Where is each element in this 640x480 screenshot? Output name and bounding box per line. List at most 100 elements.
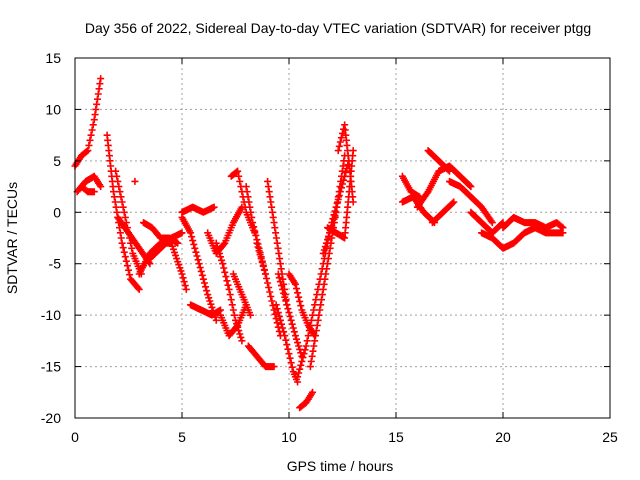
- data-point: [260, 266, 268, 274]
- x-tick-label: 20: [495, 429, 511, 445]
- data-point: [110, 193, 118, 201]
- data-point: [264, 279, 272, 287]
- data-point: [317, 301, 325, 309]
- data-point: [309, 311, 317, 319]
- data-point: [254, 243, 262, 251]
- data-point: [282, 336, 290, 344]
- data-point: [232, 316, 239, 324]
- data-point: [307, 357, 315, 365]
- data-point: [301, 346, 309, 354]
- series-pass-40: [499, 213, 567, 232]
- data-point: [246, 203, 254, 211]
- y-axis-label: SDTVAR / TECUs: [4, 182, 20, 294]
- data-point: [214, 246, 222, 254]
- data-point: [264, 183, 272, 191]
- y-tick-label: -15: [41, 359, 61, 375]
- data-point: [266, 288, 274, 296]
- data-point: [210, 203, 218, 211]
- data-point: [306, 363, 314, 371]
- data-point: [119, 244, 127, 252]
- data-point: [95, 85, 103, 93]
- data-point: [205, 294, 213, 302]
- data-point: [297, 349, 305, 357]
- data-point: [284, 305, 292, 313]
- data-point: [297, 302, 305, 310]
- data-point: [265, 284, 273, 291]
- data-point: [122, 257, 130, 265]
- data-point: [294, 373, 302, 381]
- data-point: [188, 233, 196, 241]
- data-point: [325, 232, 333, 240]
- data-point: [285, 309, 293, 317]
- data-point: [467, 183, 475, 191]
- data-point: [114, 177, 122, 185]
- data-point: [220, 240, 228, 248]
- data-point: [88, 126, 96, 134]
- data-point: [325, 249, 333, 257]
- data-point: [320, 280, 328, 288]
- data-point: [283, 301, 291, 309]
- data-point: [178, 229, 186, 237]
- data-point: [294, 289, 302, 297]
- series-pass-11: [178, 213, 220, 324]
- data-point: [268, 203, 276, 211]
- data-point: [290, 328, 298, 336]
- data-point: [112, 167, 120, 175]
- data-point: [312, 327, 320, 335]
- series-pass-39: [478, 224, 567, 252]
- data-point: [198, 271, 206, 279]
- data-point: [266, 193, 274, 201]
- data-point: [112, 203, 120, 211]
- data-point: [313, 321, 321, 329]
- series-pass-17: [229, 270, 254, 319]
- data-point: [212, 239, 220, 247]
- data-point: [219, 260, 227, 268]
- data-point: [233, 320, 241, 328]
- data-point: [263, 275, 271, 282]
- data-point: [217, 253, 225, 261]
- data-point: [257, 255, 265, 263]
- data-point: [212, 316, 220, 324]
- data-point: [196, 264, 204, 272]
- data-point: [298, 357, 306, 365]
- data-point: [311, 337, 319, 345]
- data-point: [116, 229, 124, 237]
- data-point: [282, 297, 290, 305]
- data-point: [268, 297, 276, 305]
- data-point: [189, 237, 197, 245]
- series-pass-20: [244, 342, 278, 371]
- data-point: [246, 311, 254, 319]
- data-point: [304, 332, 312, 340]
- data-point: [182, 285, 190, 293]
- data-point: [285, 350, 293, 358]
- data-point: [225, 285, 233, 293]
- data-point: [312, 332, 320, 340]
- data-point: [230, 311, 238, 319]
- data-point: [559, 224, 567, 232]
- data-point: [332, 208, 340, 216]
- data-point: [247, 208, 255, 216]
- data-point: [324, 260, 332, 268]
- data-point: [466, 182, 474, 190]
- data-point: [208, 303, 216, 311]
- data-point: [319, 285, 327, 293]
- data-point: [215, 249, 223, 257]
- data-point: [179, 274, 187, 282]
- data-point: [236, 177, 244, 185]
- chart-title: Day 356 of 2022, Sidereal Day-to-day VTE…: [85, 20, 591, 36]
- y-tick-label: -20: [41, 410, 61, 426]
- data-point: [204, 291, 212, 299]
- data-point: [295, 293, 303, 301]
- data-point: [324, 255, 332, 263]
- data-point: [322, 239, 330, 247]
- data-point: [113, 208, 121, 216]
- data-point: [287, 359, 295, 367]
- data-point: [85, 141, 93, 149]
- data-point: [237, 333, 245, 341]
- data-point: [97, 183, 105, 191]
- data-point: [276, 316, 284, 324]
- data-point: [315, 311, 323, 319]
- data-point: [235, 172, 243, 180]
- series-pass-23: [272, 301, 302, 386]
